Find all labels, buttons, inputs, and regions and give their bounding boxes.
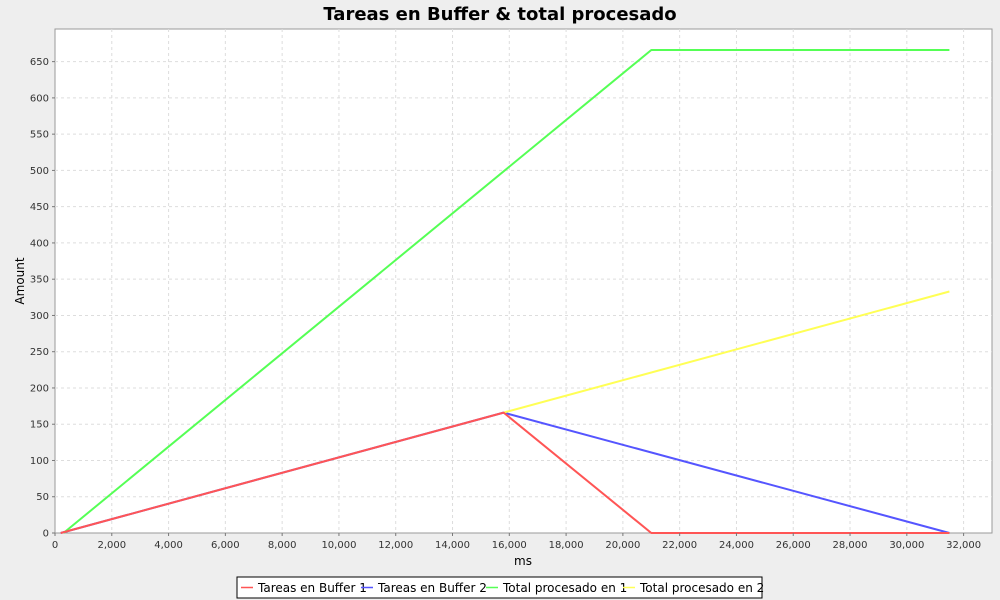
legend-label-total-procesado-en-2: Total procesado en 2 — [639, 581, 764, 595]
y-tick-label: 450 — [30, 202, 49, 213]
y-tick-label: 250 — [30, 347, 49, 358]
x-tick-label: 8,000 — [268, 540, 297, 551]
y-tick-label: 0 — [43, 529, 49, 540]
y-tick-label: 50 — [36, 492, 49, 503]
legend-label-tareas-en-buffer-1: Tareas en Buffer 1 — [257, 581, 367, 595]
x-tick-label: 16,000 — [492, 540, 527, 551]
y-tick-label: 650 — [30, 57, 49, 68]
series-line-total-procesado-en-2 — [503, 290, 950, 414]
x-axis: 0 2,000 4,000 6,000 8,000 10,000 12,000 14,000 1… — [52, 533, 981, 551]
x-tick-label: 12,000 — [378, 540, 413, 551]
plot-area — [54, 28, 993, 534]
y-tick-label: 400 — [30, 238, 49, 249]
series-line-tareas-en-buffer-1 — [60, 411, 950, 534]
x-tick-label: 10,000 — [321, 540, 356, 551]
x-tick-label: 6,000 — [211, 540, 240, 551]
y-axis: 0 50 100 150 200 250 300 350 400 450 500 550 600 650 — [30, 57, 55, 540]
x-tick-label: 18,000 — [549, 540, 584, 551]
series-line-total-procesado-en-1 — [62, 49, 950, 534]
x-tick-label: 20,000 — [605, 540, 640, 551]
x-tick-label: 2,000 — [97, 540, 126, 551]
series-layer — [60, 49, 950, 534]
x-tick-label: 32,000 — [946, 540, 981, 551]
legend: Tareas en Buffer 1 Tareas en Buffer 2 Tota… — [241, 581, 764, 595]
x-axis-label: ms — [514, 554, 532, 568]
x-tick-label: 28,000 — [833, 540, 868, 551]
legend-label-total-procesado-en-1: Total procesado en 1 — [502, 581, 627, 595]
grid-lines — [55, 29, 992, 533]
legend-label-tareas-en-buffer-2: Tareas en Buffer 2 — [377, 581, 487, 595]
y-axis-label: Amount — [13, 257, 27, 304]
chart-title: Tareas en Buffer & total procesado — [323, 4, 676, 25]
y-tick-label: 200 — [30, 383, 49, 394]
y-tick-label: 550 — [30, 130, 49, 141]
x-tick-label: 22,000 — [662, 540, 697, 551]
x-tick-label: 14,000 — [435, 540, 470, 551]
y-tick-label: 150 — [30, 420, 49, 431]
y-tick-label: 100 — [30, 456, 49, 467]
x-tick-label: 30,000 — [889, 540, 924, 551]
x-tick-label: 0 — [52, 540, 58, 551]
y-tick-label: 300 — [30, 311, 49, 322]
y-tick-label: 350 — [30, 275, 49, 286]
y-tick-label: 500 — [30, 166, 49, 177]
x-tick-label: 24,000 — [719, 540, 754, 551]
x-tick-label: 4,000 — [154, 540, 183, 551]
y-tick-label: 600 — [30, 93, 49, 104]
x-tick-label: 26,000 — [776, 540, 811, 551]
legend-box — [236, 576, 763, 599]
